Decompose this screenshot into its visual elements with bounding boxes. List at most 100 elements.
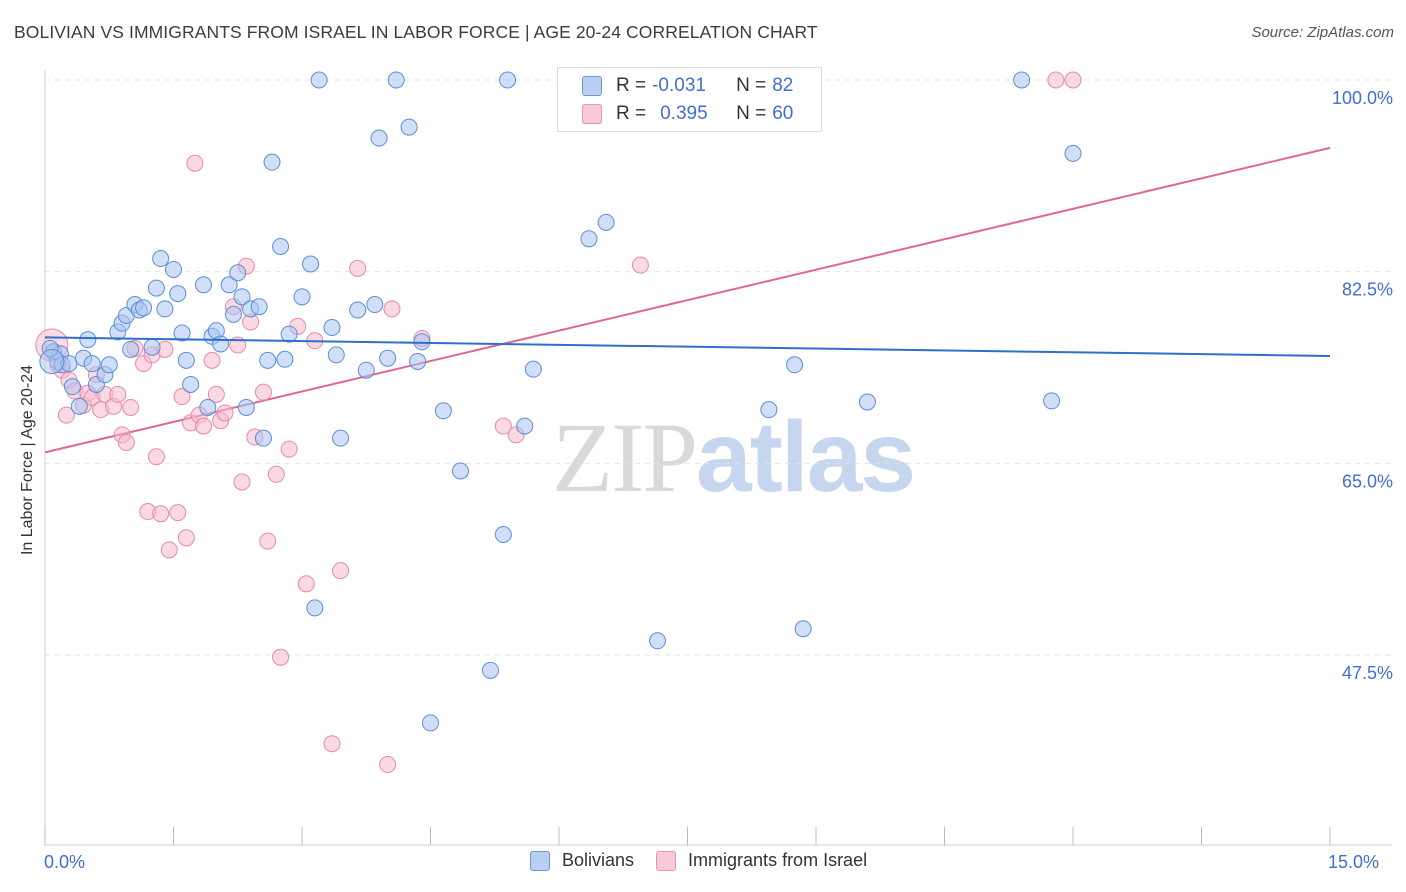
point-bolivians (1064, 144, 1082, 162)
watermark: ZIPatlas (552, 400, 916, 515)
point-bolivians (409, 352, 427, 370)
x-tick-min: 0.0% (44, 852, 86, 872)
point-israel (349, 259, 367, 277)
x-tick-max: 15.0% (1328, 852, 1380, 872)
point-bolivians (182, 375, 200, 393)
y-tick-label: 100.0% (1332, 88, 1393, 108)
point-bolivians (293, 288, 311, 306)
point-israel (216, 404, 234, 422)
point-israel (494, 417, 512, 435)
point-bolivians (451, 462, 469, 480)
point-bolivians (100, 356, 118, 374)
point-bolivians (310, 71, 328, 89)
point-israel (194, 417, 212, 435)
trendline-bolivians (44, 336, 1331, 357)
point-bolivians (858, 393, 876, 411)
watermark-atlas: atlas (696, 401, 916, 513)
point-israel (160, 541, 178, 559)
legend-swatch-blue (582, 76, 602, 96)
legend-n-value: 82 (772, 75, 794, 96)
point-bolivians (494, 526, 512, 544)
legend-n-value: 60 (772, 103, 794, 124)
point-bolivians (524, 360, 542, 378)
legend-r-key: R = (616, 75, 647, 96)
point-israel (1047, 71, 1065, 89)
y-tick-label: 65.0% (1342, 471, 1393, 491)
point-bolivians (306, 599, 324, 617)
legend-r-key: R = (616, 103, 647, 124)
point-bolivians (794, 620, 812, 638)
point-israel (207, 385, 225, 403)
source-label: Source: ZipAtlas.com (1251, 24, 1394, 41)
point-israel (173, 388, 191, 406)
point-israel (186, 154, 204, 172)
point-bolivians (580, 230, 598, 248)
point-bolivians (263, 153, 281, 171)
legend-label-bolivians: Bolivians (562, 850, 635, 870)
point-bolivians (302, 255, 320, 273)
legend-item-israel: Immigrants from Israel (656, 850, 867, 871)
point-israel (332, 562, 350, 580)
point-israel (1064, 71, 1082, 89)
point-israel (169, 504, 187, 522)
point-bolivians (379, 349, 397, 367)
point-bolivians (147, 279, 165, 297)
point-bolivians (229, 264, 247, 282)
point-bolivians (649, 632, 667, 650)
point-bolivians (224, 305, 242, 323)
series-legend: Bolivians Immigrants from Israel (530, 850, 889, 871)
point-israel (152, 505, 170, 523)
point-bolivians (422, 714, 439, 732)
legend-n-key: N = (736, 103, 767, 124)
point-bolivians (400, 118, 418, 136)
point-israel (233, 473, 251, 491)
point-israel (631, 256, 649, 274)
point-israel (203, 351, 221, 369)
legend-r-value: 0.395 (660, 103, 708, 124)
point-bolivians (259, 351, 277, 369)
point-israel (272, 648, 290, 666)
point-bolivians (597, 213, 615, 231)
point-israel (383, 300, 401, 318)
point-bolivians (63, 378, 81, 396)
point-bolivians (135, 299, 153, 317)
y-tick-label: 47.5% (1342, 663, 1393, 683)
point-bolivians (366, 296, 384, 314)
point-bolivians (143, 338, 161, 356)
point-israel (117, 434, 135, 452)
chart-title: BOLIVIAN VS IMMIGRANTS FROM ISRAEL IN LA… (14, 22, 818, 42)
point-israel (267, 465, 285, 483)
point-bolivians (169, 285, 187, 303)
point-bolivians (332, 429, 350, 447)
point-bolivians (165, 260, 182, 278)
point-bolivians (434, 402, 452, 420)
point-bolivians (516, 417, 534, 435)
y-axis-label: In Labor Force | Age 20-24 (19, 364, 36, 556)
legend-swatch-blue (530, 850, 550, 871)
point-israel (280, 440, 298, 458)
point-bolivians (70, 397, 88, 415)
point-bolivians (199, 398, 217, 416)
point-bolivians (499, 71, 517, 89)
point-israel (57, 406, 75, 424)
point-bolivians (177, 351, 195, 369)
point-bolivians (173, 324, 191, 342)
point-bolivians (212, 335, 230, 353)
point-bolivians (786, 356, 804, 374)
point-bolivians (237, 398, 255, 416)
point-bolivians (250, 298, 268, 316)
point-bolivians (122, 340, 140, 358)
legend-row-israel: R = 0.395 N = 60 (582, 100, 793, 128)
point-bolivians (156, 300, 174, 318)
point-bolivians (357, 361, 375, 379)
point-bolivians (1043, 392, 1061, 410)
legend-swatch-pink (656, 850, 677, 871)
point-bolivians (194, 276, 212, 294)
point-israel (297, 575, 315, 593)
legend-r-value: -0.031 (652, 75, 706, 96)
point-israel (122, 398, 140, 416)
point-israel (109, 385, 127, 403)
point-bolivians (349, 301, 367, 319)
point-israel (147, 448, 165, 466)
